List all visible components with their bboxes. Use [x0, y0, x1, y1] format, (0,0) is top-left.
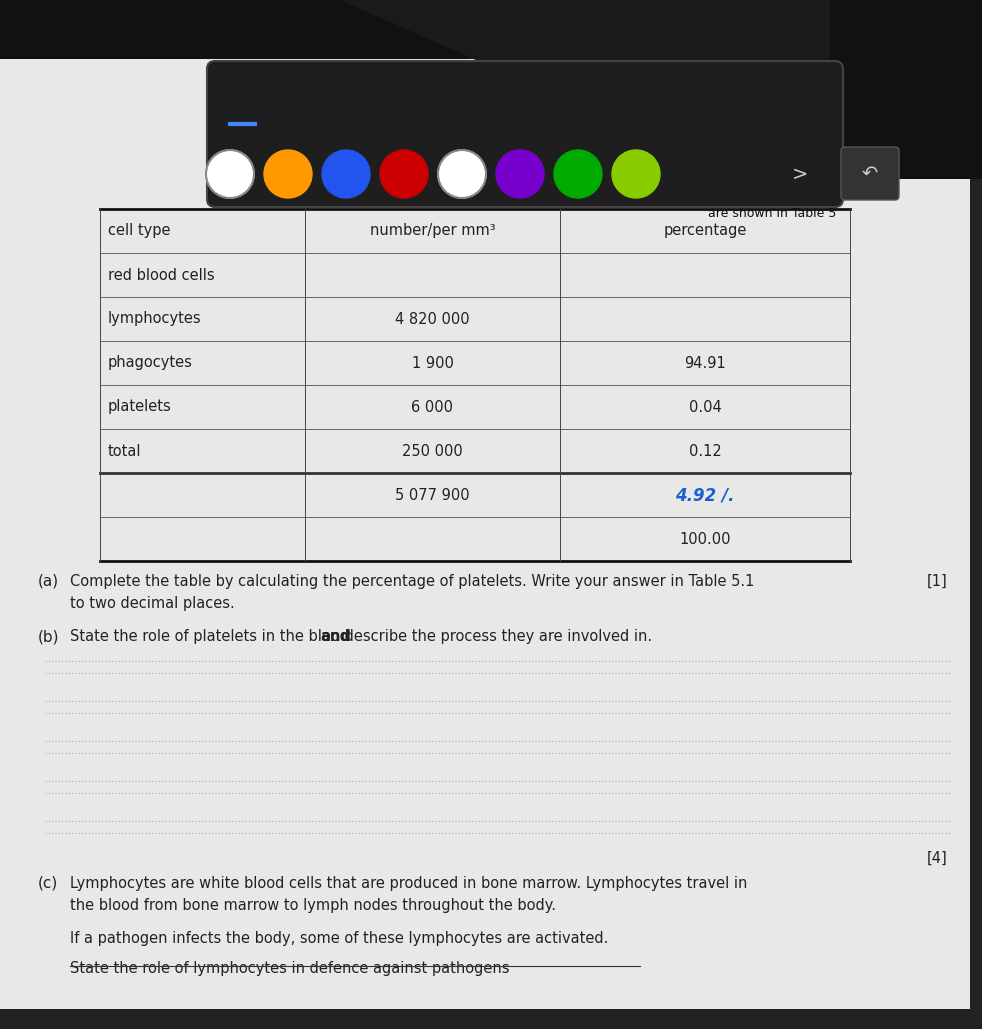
Circle shape: [438, 150, 486, 198]
Polygon shape: [340, 0, 982, 159]
Text: (b): (b): [38, 629, 60, 644]
FancyBboxPatch shape: [0, 9, 970, 1009]
FancyBboxPatch shape: [841, 147, 899, 200]
Circle shape: [612, 150, 660, 198]
Text: lymphocytes: lymphocytes: [108, 312, 201, 326]
FancyBboxPatch shape: [830, 0, 982, 179]
Text: ↶: ↶: [862, 164, 878, 182]
Text: phagocytes: phagocytes: [108, 355, 192, 370]
Text: 94.91: 94.91: [684, 355, 726, 370]
Text: 4.92 /.: 4.92 /.: [676, 486, 735, 504]
Text: number/per mm³: number/per mm³: [369, 223, 495, 239]
Circle shape: [322, 150, 370, 198]
Text: red blood cells: red blood cells: [108, 268, 215, 283]
Text: cell type: cell type: [108, 223, 171, 239]
Circle shape: [554, 150, 602, 198]
Text: If a pathogen infects the body, some of these lymphocytes are activated.: If a pathogen infects the body, some of …: [70, 931, 609, 946]
Text: 4 820 000: 4 820 000: [395, 312, 469, 326]
Text: to two decimal places.: to two decimal places.: [70, 596, 235, 611]
Text: State the role of lymphocytes in defence against pathogens: State the role of lymphocytes in defence…: [70, 961, 510, 975]
Text: percentage: percentage: [663, 223, 746, 239]
Text: 6 000: 6 000: [411, 399, 454, 415]
Text: Complete the table by calculating the percentage of platelets. Write your answer: Complete the table by calculating the pe…: [70, 574, 754, 589]
Text: 1 900: 1 900: [411, 355, 454, 370]
Text: 5 077 900: 5 077 900: [395, 488, 469, 502]
Text: The numbers of d: The numbers of d: [55, 39, 191, 54]
Text: (a): (a): [38, 574, 59, 589]
Text: describe the process they are involved in.: describe the process they are involved i…: [341, 629, 653, 644]
Circle shape: [264, 150, 312, 198]
Text: 0.04: 0.04: [688, 399, 722, 415]
Text: 250 000: 250 000: [402, 443, 463, 459]
Text: [4]: [4]: [927, 851, 948, 866]
Circle shape: [380, 150, 428, 198]
Text: and: and: [320, 629, 351, 644]
Text: >: >: [791, 165, 808, 183]
Circle shape: [206, 150, 254, 198]
FancyBboxPatch shape: [0, 0, 982, 59]
Text: State the role of platelets in the blood: State the role of platelets in the blood: [70, 629, 354, 644]
Circle shape: [496, 150, 544, 198]
Text: [1]: [1]: [927, 574, 948, 589]
Text: 0.12: 0.12: [688, 443, 722, 459]
Text: Lymphocytes are white blood cells that are produced in bone marrow. Lymphocytes : Lymphocytes are white blood cells that a…: [70, 876, 747, 891]
Text: the blood from bone marrow to lymph nodes throughout the body.: the blood from bone marrow to lymph node…: [70, 898, 556, 913]
Text: total: total: [108, 443, 141, 459]
FancyBboxPatch shape: [207, 61, 843, 207]
Text: 5: 5: [28, 39, 39, 57]
Text: (c): (c): [38, 876, 58, 891]
Text: are shown in Table 5: are shown in Table 5: [708, 207, 837, 220]
Text: 100.00: 100.00: [680, 532, 731, 546]
Text: platelets: platelets: [108, 399, 172, 415]
